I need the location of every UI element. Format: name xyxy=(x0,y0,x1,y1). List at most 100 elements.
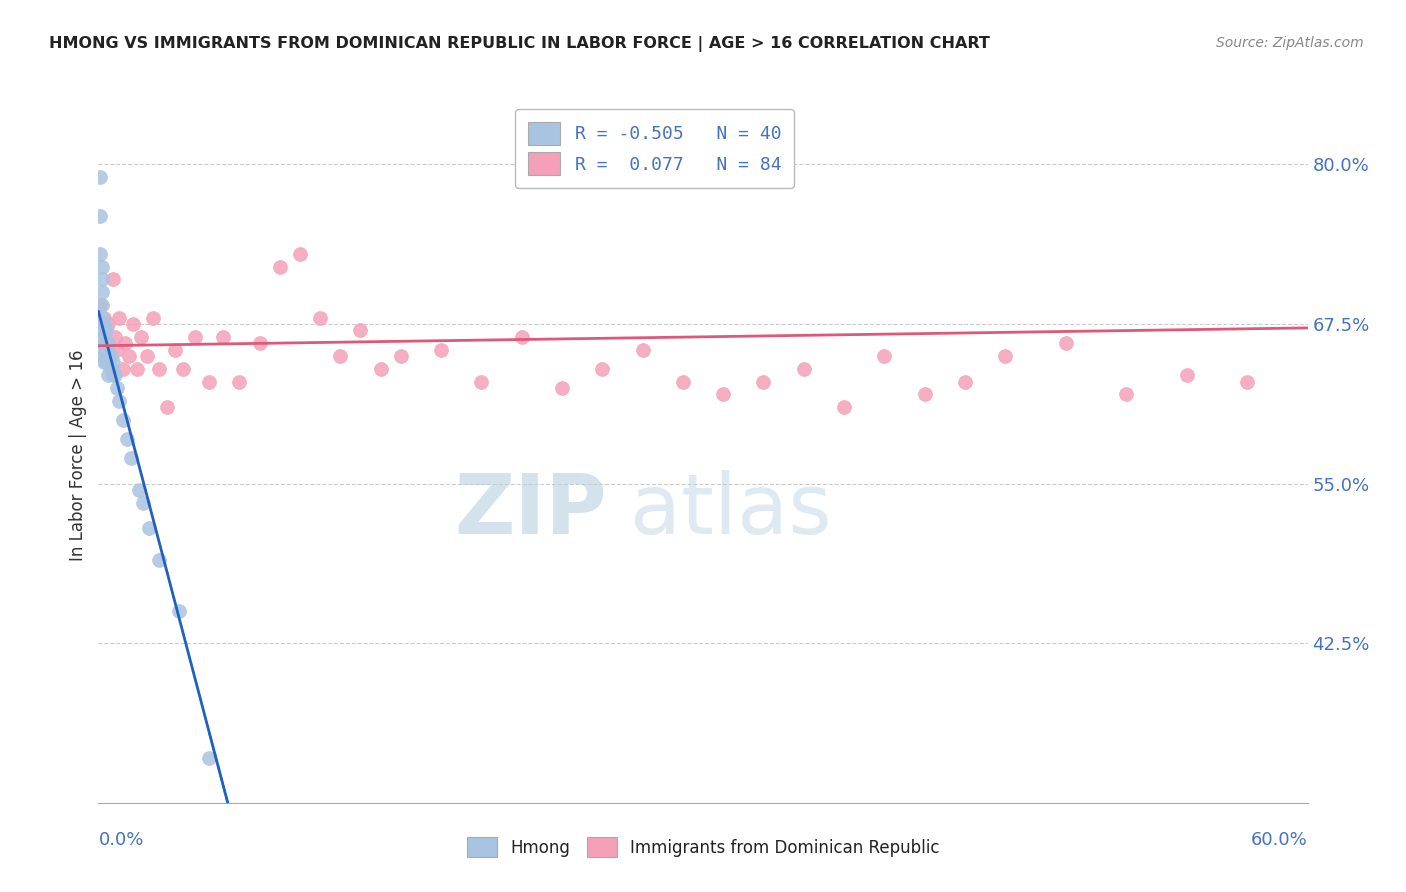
Point xyxy=(129,330,152,344)
Point xyxy=(96,355,118,369)
Point xyxy=(91,260,114,274)
Point xyxy=(101,272,124,286)
Point xyxy=(93,323,115,337)
Point xyxy=(91,323,114,337)
Point xyxy=(873,349,896,363)
Point xyxy=(91,272,114,286)
Point xyxy=(1236,375,1258,389)
Y-axis label: In Labor Force | Age > 16: In Labor Force | Age > 16 xyxy=(69,349,87,561)
Point xyxy=(115,432,138,446)
Text: ZIP: ZIP xyxy=(454,470,606,551)
Point xyxy=(135,349,157,363)
Point xyxy=(167,604,190,618)
Point xyxy=(118,349,141,363)
Point xyxy=(89,247,111,261)
Point xyxy=(89,170,111,185)
Point xyxy=(309,310,332,325)
Point xyxy=(107,310,129,325)
Point xyxy=(752,375,775,389)
Text: Source: ZipAtlas.com: Source: ZipAtlas.com xyxy=(1216,36,1364,50)
Point xyxy=(212,330,235,344)
Point xyxy=(91,298,114,312)
Point xyxy=(142,310,165,325)
Point xyxy=(89,209,111,223)
Point xyxy=(97,317,120,331)
Point xyxy=(100,361,122,376)
Point xyxy=(1054,336,1077,351)
Point xyxy=(288,247,311,261)
Point xyxy=(100,349,122,363)
Text: 0.0%: 0.0% xyxy=(98,830,143,848)
Point xyxy=(93,336,115,351)
Point xyxy=(93,317,115,331)
Point xyxy=(96,336,118,351)
Point xyxy=(551,381,574,395)
Point xyxy=(329,349,352,363)
Point xyxy=(389,349,412,363)
Point xyxy=(430,343,453,357)
Point xyxy=(103,330,125,344)
Point xyxy=(89,298,111,312)
Point xyxy=(107,393,129,408)
Point xyxy=(121,317,143,331)
Text: HMONG VS IMMIGRANTS FROM DOMINICAN REPUBLIC IN LABOR FORCE | AGE > 16 CORRELATIO: HMONG VS IMMIGRANTS FROM DOMINICAN REPUB… xyxy=(49,36,990,52)
Point xyxy=(156,400,179,414)
Point xyxy=(93,355,115,369)
Point xyxy=(198,751,221,765)
Point xyxy=(96,336,118,351)
Point xyxy=(172,361,194,376)
Point xyxy=(953,375,976,389)
Point xyxy=(163,343,186,357)
Point xyxy=(184,330,207,344)
Point xyxy=(370,361,392,376)
Point xyxy=(148,361,170,376)
Point xyxy=(138,521,160,535)
Point xyxy=(228,375,250,389)
Point xyxy=(994,349,1017,363)
Point xyxy=(591,361,613,376)
Point xyxy=(96,343,118,357)
Point xyxy=(105,381,128,395)
Point xyxy=(914,387,936,401)
Point xyxy=(111,413,134,427)
Point xyxy=(148,553,170,567)
Point xyxy=(97,336,120,351)
Point xyxy=(91,310,114,325)
Point xyxy=(101,355,124,369)
Point xyxy=(1115,387,1137,401)
Point xyxy=(93,310,115,325)
Text: 60.0%: 60.0% xyxy=(1251,830,1308,848)
Point xyxy=(97,355,120,369)
Point xyxy=(97,343,120,357)
Point xyxy=(114,336,136,351)
Point xyxy=(249,336,271,351)
Point xyxy=(93,330,115,344)
Point xyxy=(470,375,492,389)
Point xyxy=(510,330,533,344)
Point xyxy=(111,361,134,376)
Point xyxy=(97,368,120,383)
Point xyxy=(198,375,221,389)
Point xyxy=(269,260,291,274)
Point xyxy=(672,375,695,389)
Point xyxy=(93,349,115,363)
Point xyxy=(93,343,115,357)
Point xyxy=(91,323,114,337)
Text: atlas: atlas xyxy=(630,470,832,551)
Point xyxy=(105,343,128,357)
Point xyxy=(91,285,114,300)
Point xyxy=(631,343,654,357)
Point xyxy=(128,483,150,497)
Point xyxy=(1175,368,1198,383)
Point xyxy=(103,368,125,383)
Point xyxy=(349,323,371,337)
Point xyxy=(101,368,124,383)
Point xyxy=(711,387,734,401)
Point xyxy=(132,496,155,510)
Legend: Hmong, Immigrants from Dominican Republic: Hmong, Immigrants from Dominican Republi… xyxy=(460,830,946,864)
Point xyxy=(125,361,148,376)
Point xyxy=(120,451,142,466)
Point xyxy=(832,400,855,414)
Point xyxy=(96,323,118,337)
Point xyxy=(793,361,815,376)
